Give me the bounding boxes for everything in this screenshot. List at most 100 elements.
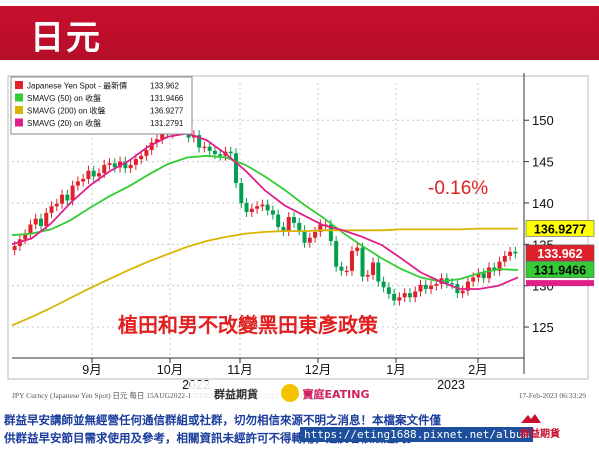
candle-body: [112, 163, 117, 168]
candle-body: [349, 250, 354, 271]
chart-legend: Japanese Yen Spot - 最新價 133.962 SMAVG (50)…: [10, 76, 193, 135]
candle-body: [12, 245, 17, 251]
candle-body: [212, 150, 217, 155]
brand-text-1: 群益期貨: [213, 387, 258, 401]
x-tick-label: 2月: [468, 363, 487, 377]
candle-body: [23, 234, 28, 240]
candle-body: [481, 273, 486, 279]
candle-body: [249, 208, 254, 213]
candle-body: [234, 153, 239, 184]
candle-body: [202, 146, 207, 148]
disclaimer-line-1: 群益早安講師並無經營任何通信群組或社群，切勿相信來源不明之消息！本檔案文件僅: [4, 413, 441, 427]
candle-body: [218, 154, 223, 156]
x-tick-label: 1月: [386, 363, 405, 377]
x-tick-label: 10月: [157, 363, 183, 377]
legend-label: Japanese Yen Spot - 最新價: [27, 81, 127, 91]
candle-body: [60, 194, 65, 204]
candle-body: [139, 155, 144, 160]
legend-swatch: [15, 118, 23, 127]
candle-body: [339, 266, 344, 271]
legend-value: 133.962: [150, 82, 179, 91]
spot-value-tag: [525, 244, 595, 262]
candle-body: [376, 262, 381, 282]
candle-body: [44, 212, 49, 227]
candle-body: [386, 287, 391, 294]
candle-body: [65, 194, 70, 201]
candle-body: [302, 230, 307, 243]
candle-body: [38, 218, 43, 227]
timestamp-text: 17-Feb-2023 06:33:29: [519, 391, 587, 400]
candle-body: [154, 139, 159, 143]
y-tick-label: 125: [532, 320, 554, 335]
candle-body: [91, 170, 96, 177]
legend-label: SMAVG (50) on 收盤: [27, 93, 101, 103]
legend-swatch: [15, 106, 23, 114]
candle-body: [423, 284, 428, 289]
candle-body: [513, 251, 518, 254]
candle-body: [418, 284, 423, 292]
candle-body: [476, 273, 481, 278]
legend-label: SMAVG (200) on 收盤: [27, 106, 106, 116]
change-percent-label: -0.16%: [428, 178, 488, 199]
candle-body: [402, 293, 407, 298]
legend-value: 131.2791: [150, 119, 184, 128]
candle-body: [49, 206, 54, 213]
candle-body: [297, 222, 302, 231]
candle-body: [381, 281, 386, 288]
candle-body: [460, 290, 465, 294]
candle-body: [355, 247, 360, 251]
candle-body: [96, 173, 101, 177]
candle-body: [508, 251, 513, 256]
candle-body: [207, 146, 212, 151]
y-tick-label: 150: [532, 113, 554, 128]
candle-body: [497, 261, 502, 271]
source-text: JPY Curncy (Japanese Yen Spot) 日元 每日 15A…: [12, 390, 353, 400]
candle-body: [118, 161, 123, 168]
legend-value: 136.9277: [150, 107, 184, 116]
candle-body: [75, 181, 80, 186]
candle-body: [307, 237, 312, 243]
legend-swatch: [15, 81, 23, 89]
legend-box: [10, 76, 193, 135]
legend-value: 131.9466: [150, 94, 184, 103]
candle-body: [197, 135, 202, 148]
candle-body: [270, 210, 275, 215]
sma-200-value-tag-text: 136.9277: [534, 222, 586, 236]
candle-body: [360, 247, 365, 277]
candle-body: [33, 218, 38, 225]
headline-annotation: 植田和男不改變黑田東彥政策: [118, 313, 379, 337]
candle-body: [286, 217, 291, 232]
album-link[interactable]: https://eting1688.pixnet.net/album: [300, 427, 534, 442]
y-tick-label: 145: [532, 155, 554, 170]
candle-body: [429, 285, 434, 289]
sma-50-line: [11, 154, 519, 283]
spot-value-tag-text: 133.962: [537, 247, 582, 261]
brand-logo-icon: [521, 414, 541, 423]
candle-body: [228, 151, 233, 154]
candle-body: [344, 270, 349, 272]
candle-body: [244, 202, 249, 213]
year-label: 2023: [437, 378, 465, 392]
candle-body: [392, 293, 397, 301]
candle-body: [502, 255, 507, 262]
candle-body: [28, 224, 33, 235]
candle-body: [397, 297, 402, 301]
candle-body: [365, 274, 370, 277]
sma-50-value-tag-text: 131.9466: [534, 264, 586, 278]
candle-body: [471, 277, 476, 282]
legend-label: SMAVG (20) on 收盤: [27, 118, 101, 128]
candle-body: [54, 203, 59, 207]
candle-body: [255, 206, 260, 209]
sun-logo-icon: [281, 384, 299, 402]
brand-text-2: 寶庭EATING: [302, 387, 369, 401]
x-tick-label: 12月: [305, 363, 331, 377]
candle-body: [144, 150, 149, 156]
candle-body: [281, 226, 286, 232]
candle-body: [313, 231, 318, 238]
candle-body: [102, 164, 107, 174]
candle-body: [160, 130, 165, 140]
price-chart: 1251301351401451509月10月11月12月1月2月2022202…: [7, 73, 595, 403]
footer-disclaimer: 群益早安講師並無經營任何通信群組或社群，切勿相信來源不明之消息！本檔案文件僅 供…: [0, 411, 599, 451]
candle-body: [128, 164, 133, 169]
candle-body: [328, 224, 333, 242]
